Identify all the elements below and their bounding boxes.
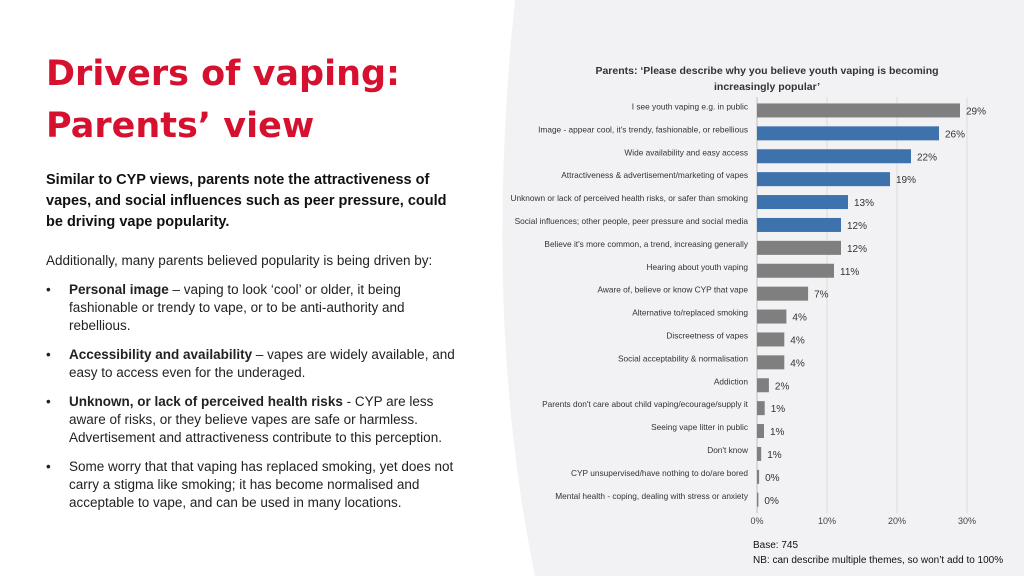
data-label: 4% — [792, 313, 807, 324]
data-label: 12% — [847, 244, 867, 255]
footnote-base: Base: 745 — [753, 540, 799, 551]
bullet-dot: • — [46, 282, 51, 297]
data-label: 29% — [966, 106, 986, 117]
page-title: Drivers of vaping: Parents’ view — [46, 48, 466, 152]
data-label: 4% — [790, 358, 805, 369]
footnote: Base: 745 NB: can describe multiple them… — [753, 538, 1003, 568]
category-label: I see youth vaping e.g. in public — [632, 101, 748, 111]
data-label: 1% — [771, 404, 786, 415]
bar — [757, 195, 848, 210]
bar — [757, 149, 911, 164]
category-label: Image - appear cool, it's trendy, fashio… — [538, 124, 748, 134]
bullet-dot: • — [46, 347, 51, 362]
bar — [757, 424, 764, 439]
bar — [757, 492, 759, 507]
intro-text: Additionally, many parents believed popu… — [46, 253, 433, 268]
text-panel: Drivers of vaping: Parents’ view Similar… — [46, 48, 466, 523]
category-label: Wide availability and easy access — [624, 147, 748, 157]
x-tick-label: 0% — [750, 516, 763, 526]
bullet-item: • Unknown, or lack of perceived health r… — [46, 393, 466, 447]
bullet-dot: • — [46, 459, 51, 474]
category-label: Alternative to/replaced smoking — [632, 308, 748, 318]
bullet-item: • Some worry that that vaping has replac… — [46, 458, 466, 512]
x-tick-label: 30% — [958, 516, 976, 526]
category-label: Social influences; other people, peer pr… — [515, 216, 749, 226]
bar — [757, 309, 787, 324]
data-label: 4% — [790, 335, 805, 346]
chart-title: Parents: ‘Please describe why you believ… — [595, 65, 939, 93]
bar — [757, 401, 765, 416]
data-label: 22% — [917, 152, 937, 163]
page-title-line1: Drivers of vaping: — [46, 54, 401, 94]
bar — [757, 103, 960, 118]
bullet-bold: Accessibility and availability — [69, 347, 253, 362]
bullet-item: • Accessibility and availability – vapes… — [46, 346, 466, 382]
category-label: Believe it's more common, a trend, incre… — [544, 239, 748, 249]
category-label: Mental health - coping, dealing with str… — [555, 491, 749, 501]
data-label: 1% — [770, 427, 785, 438]
category-label: Discreetness of vapes — [666, 330, 748, 340]
bullet-text: – vaping to look ‘cool’ or older, it bei… — [69, 282, 405, 333]
footnote-nb: NB: can describe multiple themes, so won… — [753, 555, 1004, 566]
page-subtitle: Similar to CYP views, parents note the a… — [46, 172, 447, 230]
page-title-line2: Parents’ view — [46, 106, 315, 146]
category-label: Seeing vape litter in public — [651, 422, 748, 432]
category-label: Parents don't care about child vaping/ec… — [542, 399, 749, 409]
data-label: 13% — [854, 198, 874, 209]
bullet-text: Some worry that that vaping has replaced… — [69, 459, 454, 510]
bar — [757, 378, 769, 393]
bar — [757, 332, 785, 347]
data-label: 2% — [775, 381, 790, 392]
data-label: 1% — [767, 450, 782, 461]
data-label: 19% — [896, 175, 916, 186]
data-label: 0% — [765, 473, 780, 484]
data-label: 26% — [945, 129, 965, 140]
data-label: 12% — [847, 221, 867, 232]
bullet-bold: Personal image — [69, 282, 169, 297]
bullet-list: • Personal image – vaping to look ‘cool’… — [46, 281, 466, 512]
category-label: Don't know — [707, 445, 749, 455]
bar — [757, 469, 760, 484]
category-label: Hearing about youth vaping — [647, 262, 749, 272]
category-label: Attractiveness & advertisement/marketing… — [561, 170, 748, 180]
bar — [757, 446, 762, 461]
data-label: 0% — [764, 496, 779, 507]
bullet-text: - CYP are less aware of risks, or they b… — [69, 394, 442, 445]
category-label: Unknown or lack of perceived health risk… — [511, 193, 749, 203]
bar — [757, 355, 785, 370]
bullet-dot: • — [46, 394, 51, 409]
bar — [757, 263, 834, 278]
bar — [757, 286, 809, 301]
data-label: 11% — [840, 267, 859, 278]
bullet-bold: Unknown, or lack of perceived health ris… — [69, 394, 343, 409]
bullet-text: – vapes are widely available, and easy t… — [69, 347, 455, 380]
bullet-item: • Personal image – vaping to look ‘cool’… — [46, 281, 466, 335]
category-label: Addiction — [714, 376, 749, 386]
category-label: CYP unsupervised/have nothing to do/are … — [571, 468, 748, 478]
x-tick-label: 20% — [888, 516, 906, 526]
bar — [757, 126, 939, 141]
category-label: Social acceptability & normalisation — [618, 353, 748, 363]
data-label: 7% — [814, 290, 829, 301]
category-label: Aware of, believe or know CYP that vape — [597, 285, 748, 295]
bar — [757, 217, 841, 232]
bar — [757, 172, 890, 187]
x-tick-label: 10% — [818, 516, 836, 526]
bar — [757, 240, 841, 255]
